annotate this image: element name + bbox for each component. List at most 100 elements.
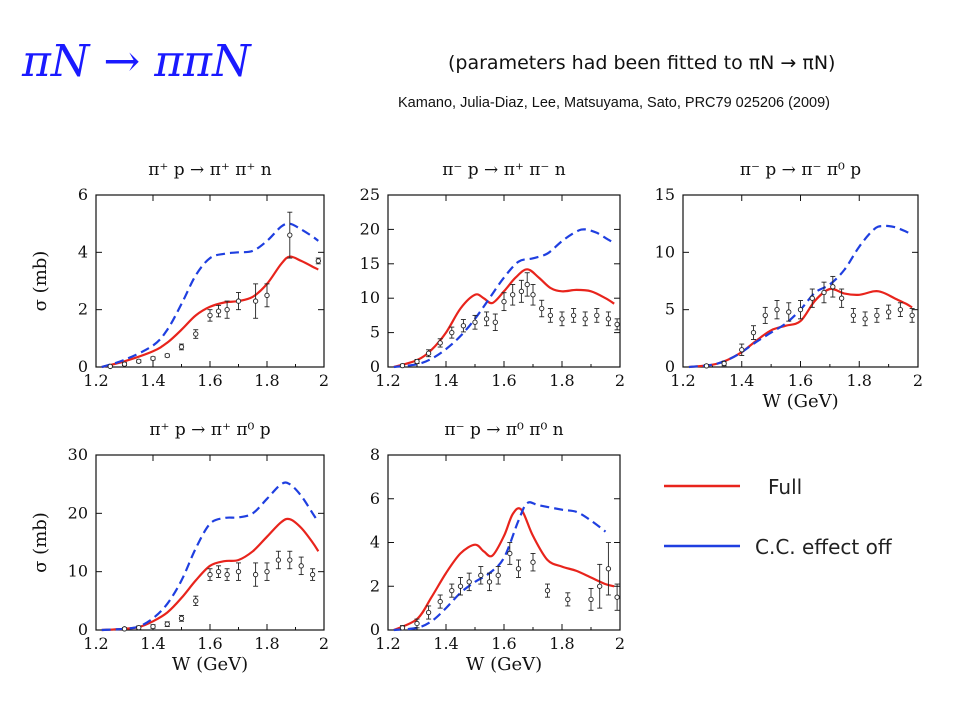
x-tick-label: 2	[319, 371, 329, 390]
data-point	[897, 307, 904, 313]
data-point	[215, 569, 222, 575]
data-point	[515, 566, 522, 572]
chart-panel-3: π⁻ p → π⁻ π⁰ p 1.2 1.4 1.6 1.8 2 0 5 10 15 W (GeV)	[655, 160, 923, 412]
data-point	[501, 298, 507, 305]
data-point	[518, 288, 525, 294]
data-point	[492, 319, 498, 325]
data-point	[264, 569, 270, 575]
data-point	[524, 281, 530, 288]
y-axis-label: σ (mb)	[30, 251, 51, 312]
y-tick-label: 2	[370, 576, 380, 595]
data-point	[193, 598, 199, 604]
cc-off-curve	[101, 222, 319, 369]
x-tick-label: 1.4	[729, 371, 754, 390]
x-tick-label: 1.8	[549, 634, 574, 653]
y-tick-label: 5	[370, 323, 380, 342]
data-point	[614, 321, 620, 327]
data-point	[885, 309, 892, 315]
data-point	[207, 571, 213, 578]
x-tick-label: 1.8	[847, 371, 872, 390]
y-tick-label: 0	[78, 620, 88, 639]
y-tick-label: 10	[655, 242, 675, 261]
data-point	[809, 295, 815, 301]
y-tick-label: 8	[370, 445, 380, 464]
x-tick-label: 1.2	[375, 371, 400, 390]
x-tick-label: 1.4	[140, 371, 165, 390]
data-point	[224, 571, 230, 578]
y-tick-label: 0	[78, 357, 88, 376]
data-point	[164, 352, 170, 359]
data-point	[559, 316, 565, 322]
data-point	[298, 563, 304, 569]
x-tick-label: 2	[615, 634, 625, 653]
data-point	[136, 625, 142, 631]
data-point	[565, 596, 571, 603]
x-axis-label: W (GeV)	[172, 654, 248, 675]
chart-title: π⁻ p → π⁰ π⁰ n	[444, 420, 563, 440]
data-point	[495, 572, 501, 578]
cc-off-curve	[688, 224, 913, 369]
plot-frame	[95, 454, 325, 631]
chart-title: π⁻ p → π⁻ π⁰ p	[740, 160, 861, 180]
data-point	[530, 292, 536, 298]
y-tick-label: 0	[370, 620, 380, 639]
x-tick-label: 2	[319, 634, 329, 653]
data-point	[830, 284, 836, 290]
data-point	[483, 316, 490, 322]
x-tick-label: 1.2	[83, 634, 108, 653]
data-point	[703, 363, 710, 369]
page-title: πN → ππN	[22, 36, 251, 87]
full-curve	[101, 517, 320, 632]
data-point	[510, 292, 516, 298]
data-point	[478, 572, 484, 578]
y-tick-label: 5	[665, 300, 675, 319]
data-point	[721, 360, 727, 367]
y-tick-label: 10	[68, 562, 88, 581]
data-point	[437, 340, 443, 346]
y-tick-label: 6	[370, 489, 380, 508]
data-point	[605, 566, 612, 572]
data-point	[121, 626, 128, 632]
x-tick-label: 1.8	[549, 371, 574, 390]
data-point	[235, 298, 242, 304]
data-point	[425, 609, 432, 616]
data-point	[909, 312, 915, 319]
data-point	[107, 363, 113, 370]
y-tick-label: 25	[360, 185, 380, 204]
legend-label: Full	[768, 475, 802, 499]
y-tick-label: 20	[68, 503, 88, 522]
data-point	[121, 361, 128, 367]
x-tick-label: 1.8	[254, 371, 279, 390]
y-tick-label: 6	[78, 185, 88, 204]
data-point	[224, 307, 230, 313]
x-tick-label: 1.2	[83, 371, 108, 390]
data-point	[150, 623, 156, 630]
y-tick-label: 10	[360, 288, 380, 307]
data-point	[838, 295, 845, 301]
x-tick-label: 1.6	[491, 634, 516, 653]
data-point	[150, 355, 156, 362]
data-point	[862, 316, 868, 322]
chart-title: π⁺ p → π⁺ π⁺ n	[148, 160, 272, 180]
x-tick-label: 2	[913, 371, 923, 390]
data-point	[588, 596, 594, 603]
data-point	[507, 550, 513, 557]
data-point	[287, 557, 293, 563]
x-tick-label: 2	[615, 371, 625, 390]
plot-frame	[387, 194, 621, 368]
data-point	[193, 331, 199, 337]
cc-off-curve	[393, 501, 607, 632]
data-point	[235, 569, 242, 575]
cc-off-curve	[393, 228, 615, 369]
y-tick-label: 15	[360, 254, 380, 273]
data-point	[315, 258, 321, 264]
full-curve	[393, 507, 615, 632]
data-point	[275, 557, 282, 563]
data-point	[309, 571, 316, 578]
data-point	[264, 292, 270, 298]
y-tick-label: 4	[78, 242, 88, 261]
data-point	[460, 323, 467, 329]
data-point	[544, 587, 551, 594]
